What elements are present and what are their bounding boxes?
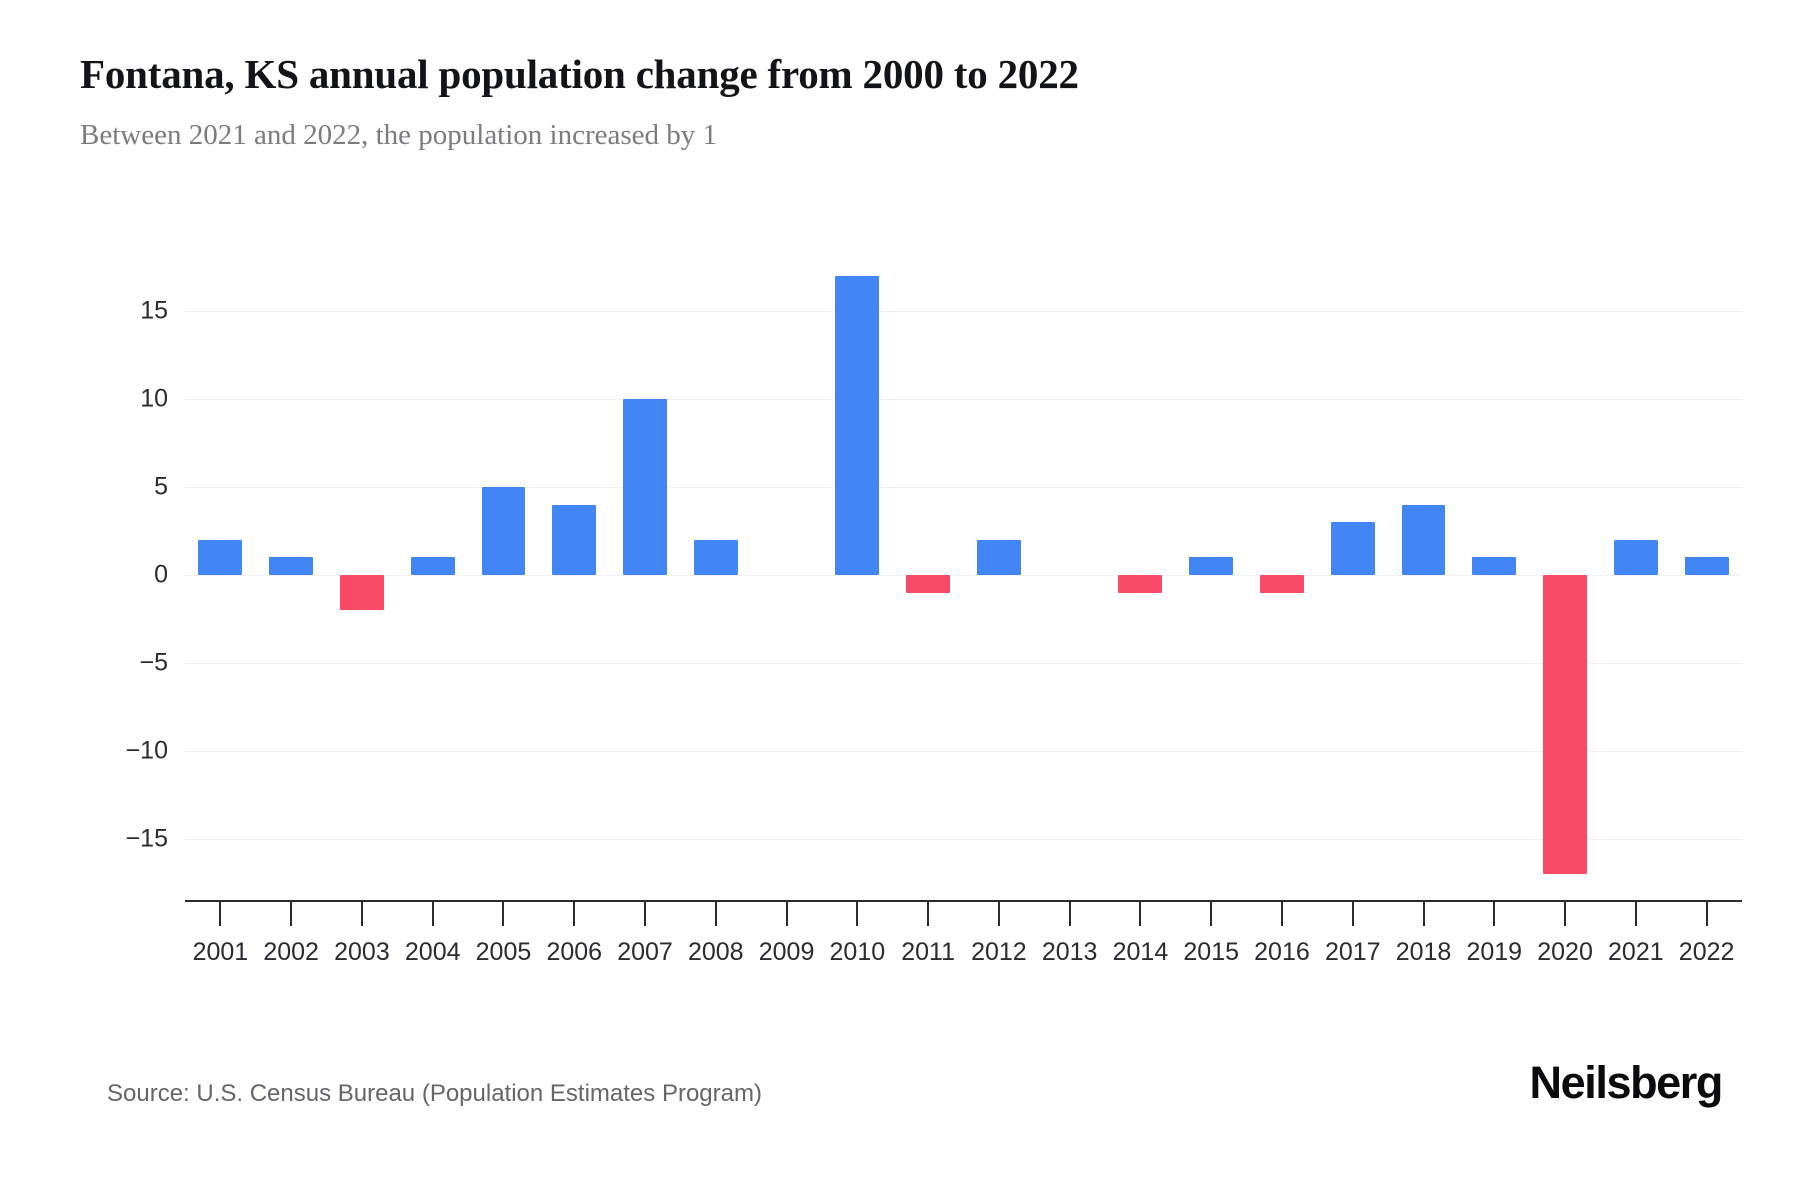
x-axis-tick	[219, 900, 222, 926]
x-axis-tick-label: 2017	[1324, 938, 1381, 966]
bar-series	[185, 250, 1742, 900]
x-axis-tick-label: 2019	[1466, 938, 1523, 966]
x-axis-tick-label: 2003	[334, 938, 390, 966]
bar[interactable]	[835, 276, 880, 575]
x-axis-tick	[360, 900, 363, 926]
x-axis-tick-label: 2012	[971, 938, 1027, 966]
x-axis-tick	[1705, 900, 1708, 926]
source-note: Source: U.S. Census Bureau (Population E…	[107, 1080, 762, 1107]
bar[interactable]	[1330, 522, 1375, 575]
x-axis-tick	[1280, 900, 1283, 926]
bar[interactable]	[906, 575, 951, 593]
x-axis-tick	[502, 900, 505, 926]
x-axis-tick-label: 2004	[404, 938, 461, 966]
brand-logo: Neilsberg	[1529, 1057, 1724, 1108]
x-axis-tick	[644, 900, 647, 926]
x-axis-tick-label: 2006	[546, 938, 603, 966]
plot-area: 15 10 5 0 −5 −10 −15	[0, 250, 1800, 900]
y-axis-tick-label: −5	[139, 648, 168, 677]
bar[interactable]	[1613, 539, 1658, 575]
gridline	[185, 662, 1742, 664]
gridline	[185, 487, 1742, 489]
x-axis-tick	[431, 900, 434, 926]
x-axis-tick-label: 2002	[263, 938, 319, 966]
x-axis-tick-label: 2013	[1041, 938, 1098, 966]
x-axis-tick	[290, 900, 293, 926]
x-axis-tick-label: 2021	[1608, 938, 1664, 966]
x-axis-tick-label: 2005	[475, 938, 532, 966]
y-axis-tick-label: 15	[140, 296, 168, 325]
bar[interactable]	[269, 557, 314, 575]
gridline	[185, 750, 1742, 752]
bar[interactable]	[1472, 557, 1517, 575]
bar[interactable]	[976, 539, 1021, 575]
x-axis-tick	[1564, 900, 1567, 926]
x-axis-tick	[1210, 900, 1213, 926]
x-axis-tick-label: 2022	[1678, 938, 1735, 966]
y-axis-tick-label: −15	[125, 824, 168, 852]
bar[interactable]	[552, 504, 597, 575]
x-axis-tick	[856, 900, 859, 926]
x-axis-tick	[573, 900, 576, 926]
x-axis-tick	[785, 900, 788, 926]
gridlines	[185, 250, 1742, 900]
x-axis-tick-label: 2015	[1183, 938, 1240, 966]
bar[interactable]	[198, 539, 243, 575]
x-axis-labels: 2001 2002 2003 2004 2005 2006 2007 2008 2009 2010…	[185, 938, 1742, 978]
bar[interactable]	[1189, 557, 1234, 575]
gridline	[185, 311, 1742, 313]
x-axis-tick	[997, 900, 1000, 926]
gridline	[185, 399, 1742, 401]
x-axis-tick	[1068, 900, 1071, 926]
bar[interactable]	[623, 399, 667, 575]
bar[interactable]	[1401, 504, 1446, 575]
bar[interactable]	[410, 557, 455, 575]
zero-gridline	[185, 575, 1742, 576]
x-axis-line	[185, 900, 1742, 902]
x-axis-tick	[714, 900, 717, 926]
x-axis-tick-label: 2011	[901, 938, 955, 966]
x-axis-tick-label: 2014	[1112, 938, 1169, 966]
bar[interactable]	[1118, 575, 1163, 593]
chart-header: Fontana, KS annual population change fro…	[80, 51, 1720, 152]
y-axis-tick-label: −10	[125, 736, 168, 765]
x-axis-tick-label: 2007	[617, 938, 673, 966]
gridline	[185, 838, 1742, 840]
x-axis-tick	[1139, 900, 1142, 926]
bar[interactable]	[481, 487, 526, 575]
y-axis-tick-label: 5	[154, 472, 168, 501]
x-axis-tick	[927, 900, 930, 926]
x-axis-tick-label: 2010	[829, 938, 886, 966]
x-axis-tick-label: 2001	[192, 938, 249, 966]
x-axis-tick-label: 2008	[687, 938, 744, 966]
bar[interactable]	[1684, 557, 1729, 575]
y-axis-tick-label: 0	[154, 560, 168, 589]
x-axis-tick-label: 2018	[1395, 938, 1452, 966]
x-axis-tick	[1634, 900, 1637, 926]
x-axis-tick-label: 2009	[758, 938, 815, 966]
y-axis-labels: 15 10 5 0 −5 −10 −15	[0, 250, 168, 900]
y-axis-tick-label: 10	[140, 384, 168, 413]
x-axis-ticks	[185, 900, 1742, 926]
x-axis-tick	[1351, 900, 1354, 926]
bar[interactable]	[1543, 575, 1587, 874]
x-axis-tick	[1422, 900, 1425, 926]
bar[interactable]	[1260, 575, 1304, 593]
bar[interactable]	[339, 575, 384, 611]
chart-subtitle: Between 2021 and 2022, the population in…	[80, 119, 718, 152]
x-axis-tick	[1493, 900, 1496, 926]
page-title: Fontana, KS annual population change fro…	[80, 51, 1079, 97]
x-axis-tick-label: 2020	[1537, 938, 1593, 966]
bar[interactable]	[693, 539, 738, 575]
x-axis-tick-label: 2016	[1254, 938, 1310, 966]
